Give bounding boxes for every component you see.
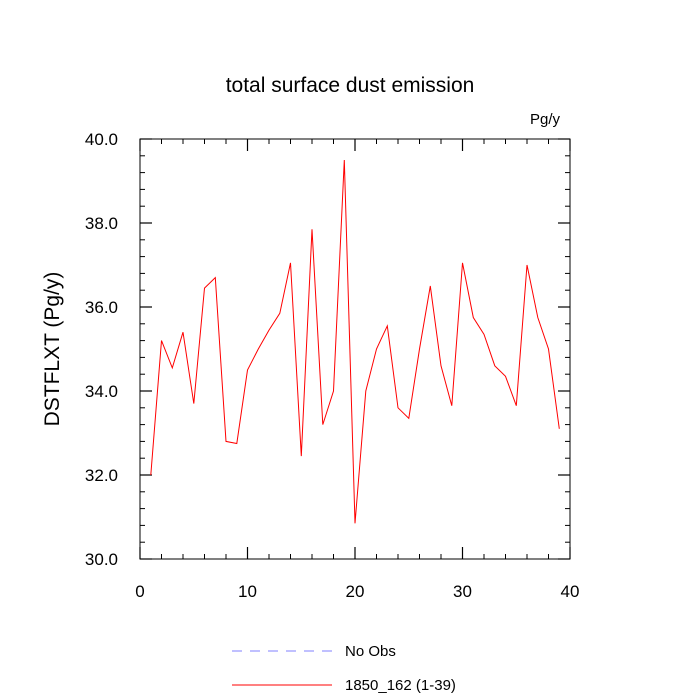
y-tick-label: 40.0 [85, 130, 118, 149]
y-tick-label: 30.0 [85, 550, 118, 569]
units-label: Pg/y [530, 111, 561, 128]
legend-label: No Obs [345, 643, 396, 660]
tick-marks [139, 138, 571, 560]
x-tick-label: 0 [135, 582, 144, 601]
y-tick-label: 34.0 [85, 382, 118, 401]
series-line [150, 159, 560, 524]
x-tick-label: 10 [238, 582, 257, 601]
y-tick-label: 32.0 [85, 466, 118, 485]
y-axis-label: DSTFLXT (Pg/y) [41, 272, 64, 427]
tick-labels: 0 10 20 30 40 30.0 32.0 34.0 36.0 38.0 40.0 [85, 130, 580, 601]
y-tick-label: 38.0 [85, 214, 118, 233]
plot-frame [139, 138, 571, 560]
x-tick-label: 30 [453, 582, 472, 601]
legend: No Obs 1850_162 (1-39) [232, 643, 456, 694]
x-tick-label: 20 [346, 582, 365, 601]
legend-label: 1850_162 (1-39) [345, 677, 456, 694]
plot-area [150, 159, 560, 524]
chart-title: total surface dust emission [226, 74, 475, 97]
y-tick-label: 36.0 [85, 298, 118, 317]
x-tick-label: 40 [561, 582, 580, 601]
